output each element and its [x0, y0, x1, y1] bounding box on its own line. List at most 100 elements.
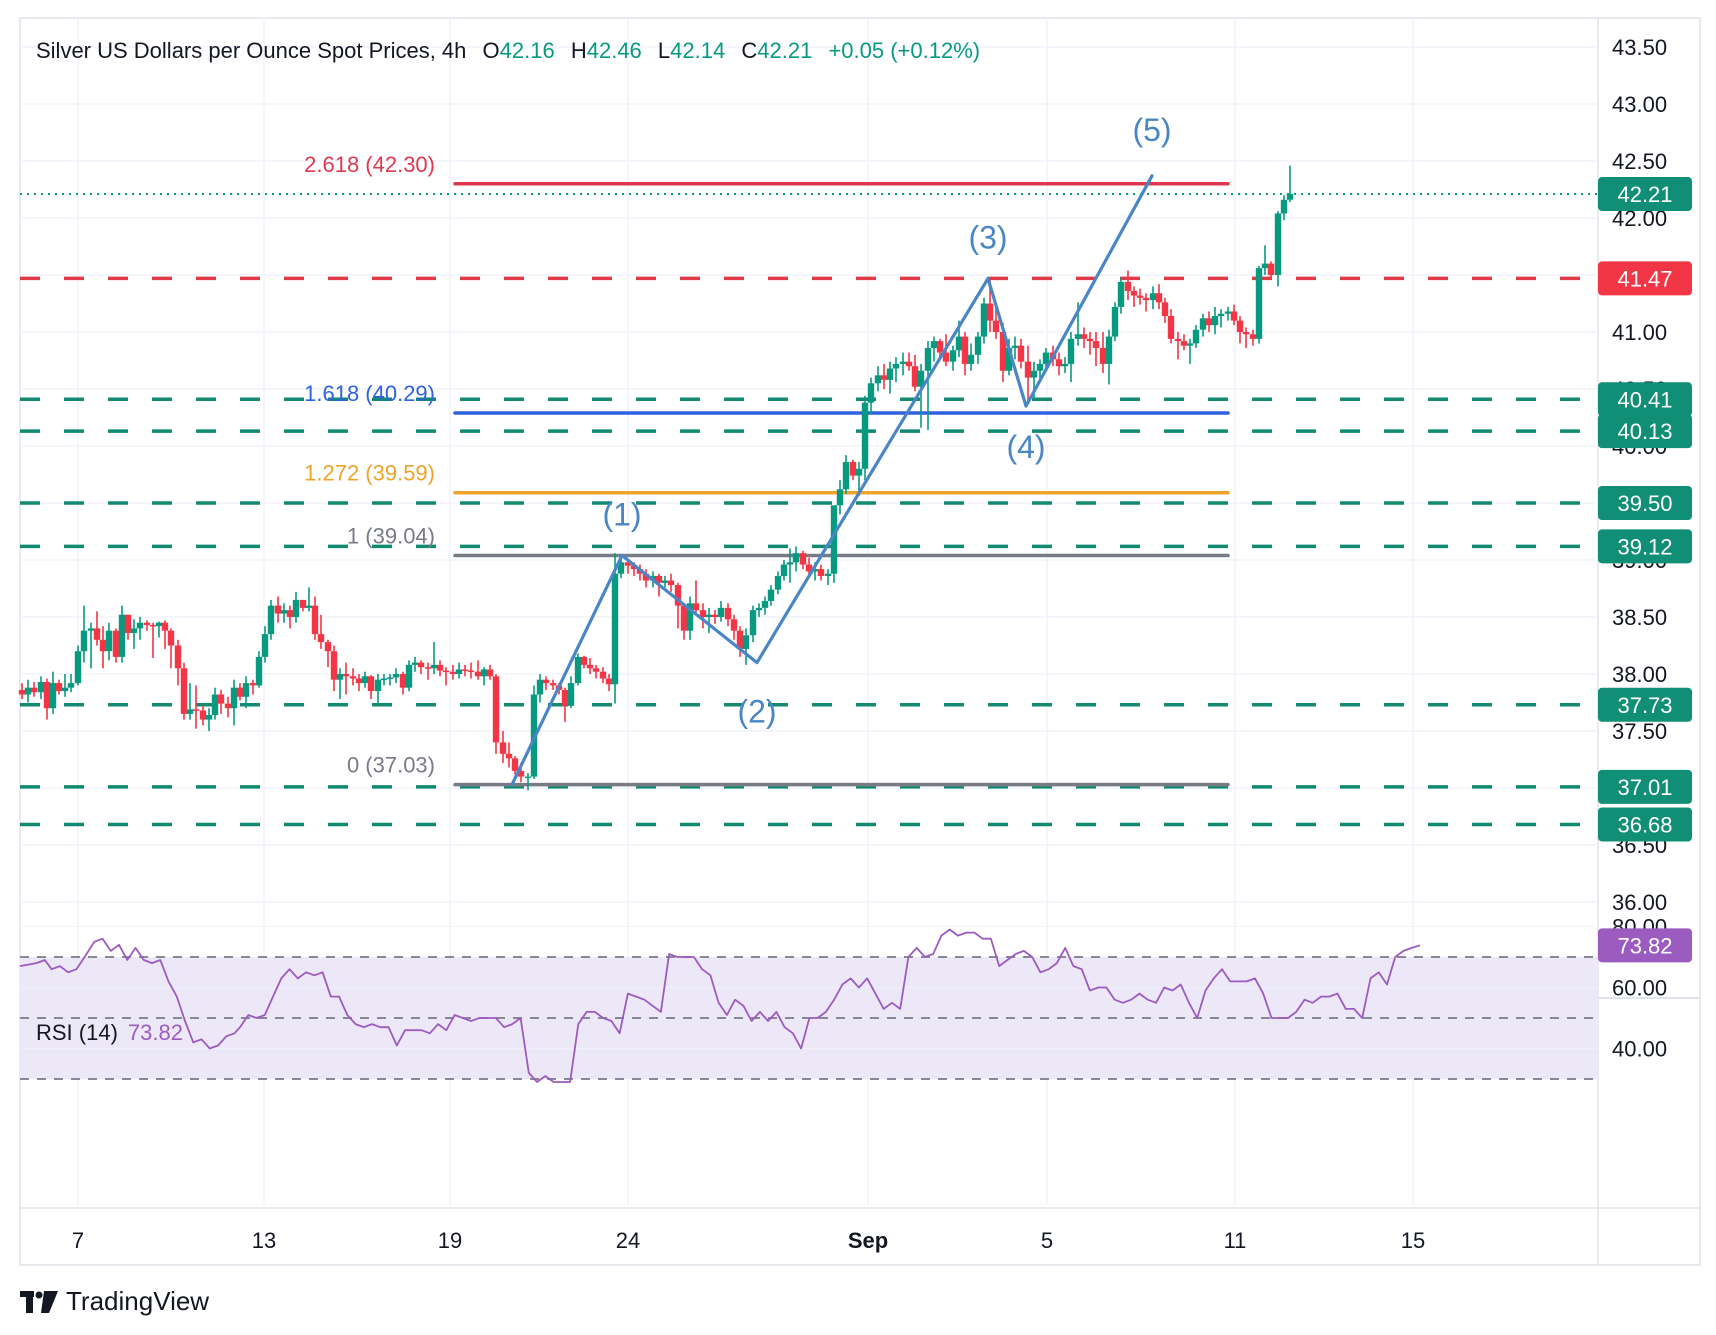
candle[interactable] — [774, 571, 782, 595]
candle[interactable] — [180, 662, 188, 720]
candle[interactable] — [961, 332, 969, 376]
candle[interactable] — [974, 332, 982, 364]
candle[interactable] — [861, 395, 869, 481]
candle[interactable] — [905, 352, 913, 371]
candle[interactable] — [155, 621, 163, 638]
candle[interactable] — [917, 363, 925, 428]
candle[interactable] — [911, 354, 919, 392]
candle[interactable] — [399, 671, 407, 695]
candle[interactable] — [880, 363, 888, 389]
candle[interactable] — [49, 671, 57, 714]
candle[interactable] — [1286, 165, 1294, 203]
candle[interactable] — [605, 674, 613, 692]
rsi-line[interactable] — [19, 928, 1421, 1083]
candle[interactable] — [461, 664, 469, 677]
candle[interactable] — [267, 599, 275, 640]
candle[interactable] — [436, 660, 444, 677]
candle[interactable] — [542, 676, 550, 690]
candle[interactable] — [1249, 329, 1257, 346]
candle[interactable] — [424, 662, 432, 680]
candle[interactable] — [1224, 306, 1232, 321]
candle[interactable] — [711, 610, 719, 624]
candle[interactable] — [867, 377, 875, 415]
candle[interactable] — [1199, 313, 1207, 337]
candle[interactable] — [624, 560, 632, 574]
candle[interactable] — [717, 601, 725, 622]
candle[interactable] — [1149, 286, 1157, 310]
candle[interactable] — [1061, 357, 1069, 374]
candle[interactable] — [924, 341, 932, 431]
elliott-wave-path[interactable] — [510, 174, 1154, 787]
candle[interactable] — [1230, 304, 1238, 326]
candle[interactable] — [192, 685, 200, 729]
candle[interactable] — [342, 662, 350, 695]
candle[interactable] — [1080, 327, 1088, 348]
candle[interactable] — [112, 628, 120, 663]
candle[interactable] — [567, 676, 575, 709]
candle[interactable] — [1024, 345, 1032, 403]
candle[interactable] — [1086, 332, 1094, 355]
candle[interactable] — [949, 345, 957, 371]
candle[interactable] — [680, 603, 688, 640]
candle[interactable] — [430, 642, 438, 674]
candle[interactable] — [836, 480, 844, 515]
candle[interactable] — [236, 683, 244, 701]
candle[interactable] — [18, 683, 26, 700]
candle[interactable] — [1274, 211, 1282, 287]
candle[interactable] — [474, 660, 482, 680]
candle[interactable] — [692, 580, 700, 613]
candle[interactable] — [211, 687, 219, 720]
candle[interactable] — [199, 705, 207, 726]
candle[interactable] — [1130, 286, 1138, 307]
candle[interactable] — [592, 664, 600, 679]
candle[interactable] — [30, 681, 38, 697]
candle[interactable] — [299, 599, 307, 612]
candle[interactable] — [74, 645, 82, 686]
candle[interactable] — [205, 708, 213, 731]
candle[interactable] — [1105, 329, 1113, 385]
candle[interactable] — [186, 683, 194, 720]
candle[interactable] — [1155, 284, 1163, 310]
candle[interactable] — [661, 575, 669, 588]
candle[interactable] — [87, 622, 95, 669]
candle[interactable] — [755, 603, 763, 617]
candle[interactable] — [492, 674, 500, 754]
candle[interactable] — [261, 626, 269, 663]
candle[interactable] — [742, 628, 750, 665]
candle[interactable] — [292, 591, 300, 623]
candle[interactable] — [992, 306, 1000, 339]
candle[interactable] — [824, 569, 832, 586]
candle[interactable] — [405, 660, 413, 692]
candle[interactable] — [536, 674, 544, 703]
candle[interactable] — [1099, 332, 1107, 374]
candle[interactable] — [324, 639, 332, 668]
candle[interactable] — [93, 611, 101, 646]
candle[interactable] — [311, 596, 319, 640]
candle[interactable] — [486, 664, 494, 680]
candle[interactable] — [1180, 334, 1188, 351]
candle[interactable] — [1236, 316, 1244, 344]
candle[interactable] — [1280, 195, 1288, 221]
candle[interactable] — [580, 655, 588, 669]
candle[interactable] — [317, 614, 325, 649]
candle[interactable] — [105, 622, 113, 661]
candle[interactable] — [549, 679, 557, 690]
candle[interactable] — [455, 662, 463, 679]
candle[interactable] — [1261, 245, 1269, 275]
candle[interactable] — [1217, 309, 1225, 328]
tradingview-brand[interactable]: TradingView — [20, 1286, 209, 1317]
candle[interactable] — [1161, 297, 1169, 323]
candle[interactable] — [43, 678, 51, 720]
candle[interactable] — [1255, 265, 1263, 344]
candle[interactable] — [611, 553, 619, 704]
candle[interactable] — [136, 617, 144, 640]
candle[interactable] — [1174, 332, 1182, 360]
candle[interactable] — [524, 773, 532, 791]
candle[interactable] — [930, 336, 938, 362]
candle[interactable] — [724, 603, 732, 627]
candle[interactable] — [1267, 261, 1275, 280]
candle[interactable] — [280, 603, 288, 623]
candle[interactable] — [736, 626, 744, 657]
candle[interactable] — [249, 679, 257, 695]
candle[interactable] — [242, 676, 250, 709]
